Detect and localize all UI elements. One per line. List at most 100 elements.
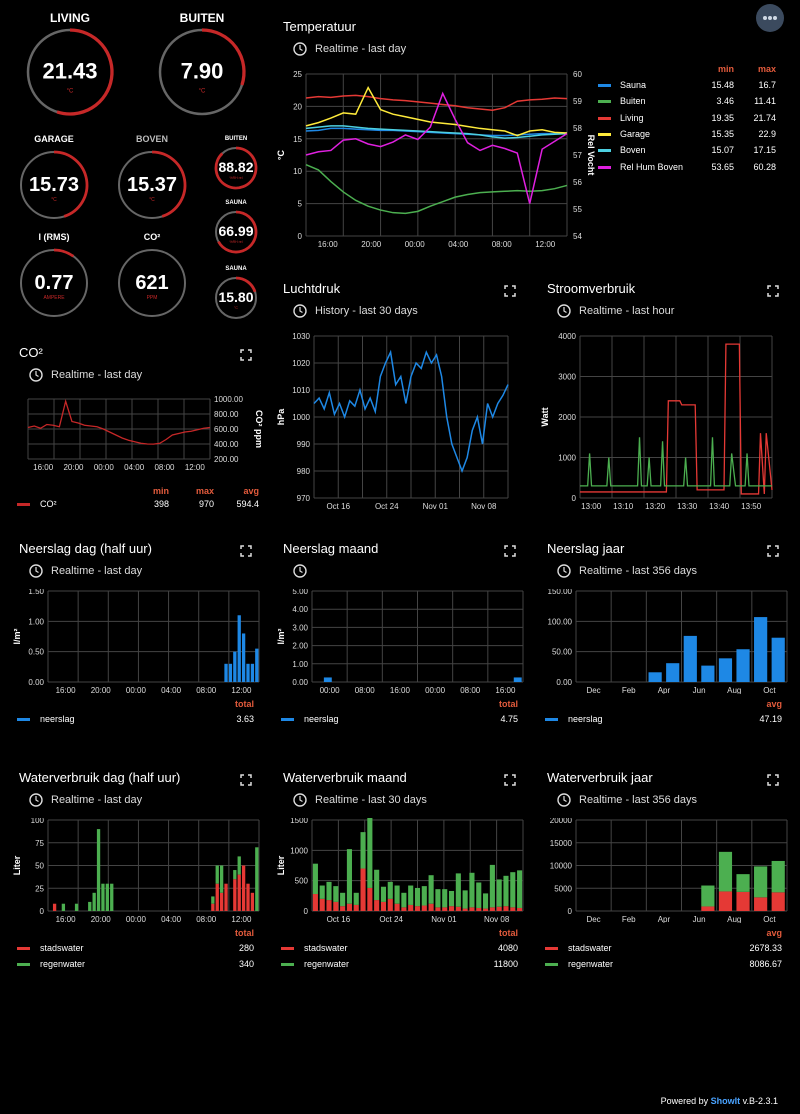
series-line [580, 437, 772, 487]
fullscreen-icon[interactable] [240, 349, 252, 361]
y-tick-label: 1000.00 [214, 395, 243, 404]
bar [666, 663, 680, 682]
y-tick-label: 400.00 [214, 440, 239, 449]
bar [246, 883, 250, 911]
fullscreen-icon[interactable] [504, 545, 516, 557]
bar [215, 883, 219, 911]
legend-max: 60.28 [753, 161, 776, 172]
bar [469, 907, 475, 911]
y2-tick-label: 54 [573, 232, 582, 241]
gauge-living: 21.43 °C [26, 28, 114, 116]
y-tick-label: 200.00 [214, 455, 239, 464]
bar [241, 865, 246, 911]
y-tick-label: 4000 [558, 332, 576, 341]
bar [483, 908, 489, 911]
fullscreen-icon[interactable] [240, 774, 252, 786]
bar [701, 665, 715, 682]
gauge-sauna-hum: 66.99%RH rel [215, 210, 258, 254]
x-tick-label: Apr [658, 915, 671, 923]
legend-min: 3.46 [716, 96, 734, 107]
bar [88, 901, 92, 911]
footer-brand-link[interactable]: ShowIt [710, 1096, 741, 1106]
legend-header: total [235, 699, 254, 709]
legend-swatch [598, 116, 611, 120]
x-tick-label: 08:00 [196, 686, 217, 694]
bar [448, 890, 455, 907]
fullscreen-icon[interactable] [240, 545, 252, 557]
fullscreen-icon[interactable] [504, 774, 516, 786]
x-tick-label: 20:00 [91, 915, 112, 923]
panel-subtitle-luchtdruk: History - last 30 days [293, 304, 418, 318]
x-tick-label: 20:00 [361, 240, 382, 249]
clock-icon [293, 304, 307, 318]
gauge-arc [151, 150, 187, 218]
bar [736, 891, 750, 911]
series-line [305, 94, 568, 112]
y-tick-label: 5000 [554, 884, 572, 893]
bar [380, 886, 387, 902]
y-tick-label: 1020 [292, 359, 310, 368]
gauge-unit: %RH rel [229, 240, 242, 244]
bar [408, 904, 414, 911]
legend-name: Buiten [620, 96, 646, 107]
gauge-value: 15.37 [127, 174, 177, 196]
gauge-title-irms: I (RMS) [38, 232, 70, 242]
y-axis-label: Liter [276, 855, 286, 875]
bar [333, 886, 339, 902]
y-tick-label: 10000 [550, 862, 573, 871]
bar [237, 856, 241, 875]
legend-name: stadswater [568, 943, 612, 953]
bar [414, 906, 421, 911]
panel-title-neerslag_maand: Neerslag maand [283, 541, 379, 556]
series-line [27, 398, 211, 445]
fullscreen-icon[interactable] [767, 545, 779, 557]
y-tick-label: 980 [297, 467, 311, 476]
legend-header: avg [766, 928, 782, 938]
x-tick-label: 08:00 [355, 686, 376, 694]
legend-swatch [281, 947, 294, 950]
panel-subtitle-stroom: Realtime - last hour [557, 304, 674, 318]
time-range-label: Realtime - last day [51, 794, 143, 806]
panel-subtitle-temperatuur: Realtime - last day [293, 42, 406, 56]
bar [754, 617, 768, 682]
legend-header-max: max [757, 64, 776, 74]
bar [367, 887, 373, 911]
bar [219, 865, 224, 893]
legend-swatch [598, 149, 611, 153]
time-range-label: Realtime - last 30 days [315, 794, 427, 806]
bar [428, 875, 434, 904]
clock-icon [293, 42, 307, 56]
fullscreen-icon[interactable] [504, 285, 516, 297]
bar [233, 879, 237, 911]
gauge-unit: °C [149, 197, 155, 203]
fullscreen-icon[interactable] [767, 285, 779, 297]
x-tick-label: 13:20 [645, 502, 666, 511]
gauge-title-buiten-hum: BUITEN [224, 136, 248, 142]
y2-tick-label: 57 [573, 151, 582, 160]
bar [52, 903, 57, 911]
bar [718, 891, 733, 911]
bar [246, 663, 250, 682]
gauge-arc [214, 146, 258, 190]
bar [319, 885, 325, 899]
bar [510, 907, 516, 911]
y-tick-label: 1000 [558, 454, 576, 463]
gauge-title-garage: GARAGE [34, 134, 74, 144]
bar [346, 903, 352, 911]
y-tick-label: 100.00 [548, 617, 573, 626]
bar [61, 903, 66, 911]
time-range-label: Realtime - last 356 days [579, 794, 697, 806]
bar [401, 907, 407, 911]
legend-value: 970 [198, 499, 214, 509]
bar [771, 637, 785, 682]
y2-tick-label: 55 [573, 205, 582, 214]
bar [701, 906, 715, 911]
menu-button[interactable] [756, 4, 784, 32]
legend-value: 4.75 [500, 714, 518, 724]
x-tick-label: 20:00 [63, 463, 84, 472]
y-tick-label: 1.00 [28, 617, 44, 626]
x-tick-label: 04:00 [124, 463, 145, 472]
y-tick-label: 990 [297, 440, 311, 449]
bar [353, 892, 359, 905]
fullscreen-icon[interactable] [767, 774, 779, 786]
